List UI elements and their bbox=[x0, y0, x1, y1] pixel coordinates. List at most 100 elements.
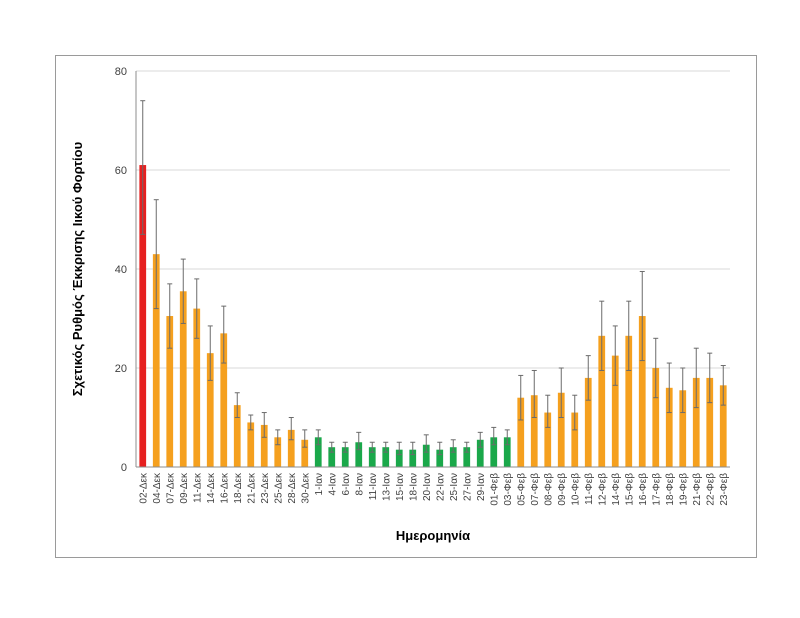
bar-10-Φεβ bbox=[571, 412, 579, 467]
x-tick-label-21-Δεκ: 21-Δεκ bbox=[246, 472, 257, 504]
x-tick-label-28-Δεκ: 28-Δεκ bbox=[287, 472, 298, 504]
x-tick-label-15-Ιαν: 15-Ιαν bbox=[395, 473, 406, 501]
x-tick-label-16-Δεκ: 16-Δεκ bbox=[219, 472, 230, 504]
x-tick-label-22-Ιαν: 22-Ιαν bbox=[435, 473, 446, 501]
x-tick-label-13-Ιαν: 13-Ιαν bbox=[381, 473, 392, 501]
bar-04-Δεκ bbox=[152, 254, 160, 467]
x-tick-label-03-Φεβ: 03-Φεβ bbox=[503, 473, 514, 506]
x-tick-label-25-Ιαν: 25-Ιαν bbox=[449, 473, 460, 501]
bar-25-Δεκ bbox=[274, 437, 282, 467]
x-tick-label-27-Ιαν: 27-Ιαν bbox=[462, 473, 473, 501]
bar-01-Φεβ bbox=[490, 437, 498, 467]
x-tick-label-18-Ιαν: 18-Ιαν bbox=[408, 473, 419, 501]
y-tick-label-0: 0 bbox=[121, 462, 127, 474]
bar-08-Φεβ bbox=[544, 412, 552, 467]
x-tick-label-15-Φεβ: 15-Φεβ bbox=[624, 473, 635, 506]
x-tick-label-11-Δεκ: 11-Δεκ bbox=[192, 472, 203, 503]
bar-16-Φεβ bbox=[638, 316, 646, 467]
x-tick-label-09-Φεβ: 09-Φεβ bbox=[557, 473, 568, 506]
bar-22-Φεβ bbox=[706, 377, 714, 467]
bar-18-Φεβ bbox=[665, 387, 673, 467]
x-tick-label-19-Φεβ: 19-Φεβ bbox=[678, 473, 689, 506]
x-tick-label-11-Ιαν: 11-Ιαν bbox=[368, 473, 379, 500]
bar-28-Δεκ bbox=[287, 429, 295, 467]
bar-23-Δεκ bbox=[260, 424, 268, 467]
x-axis-title: Ημερομηνία bbox=[396, 528, 470, 543]
x-tick-label-16-Φεβ: 16-Φεβ bbox=[638, 473, 649, 506]
bar-16-Δεκ bbox=[220, 333, 228, 467]
x-tick-label-18-Δεκ: 18-Δεκ bbox=[233, 472, 244, 504]
bar-09-Φεβ bbox=[557, 392, 565, 467]
bar-02-Δεκ bbox=[139, 165, 147, 468]
y-axis-ticks: 0 20 40 60 80 bbox=[115, 66, 127, 474]
x-tick-label-05-Φεβ: 05-Φεβ bbox=[516, 473, 527, 506]
bar-20-Ιαν bbox=[422, 444, 430, 467]
x-tick-label-23-Φεβ: 23-Φεβ bbox=[719, 473, 730, 506]
bars bbox=[139, 165, 727, 468]
x-tick-label-14-Φεβ: 14-Φεβ bbox=[611, 473, 622, 506]
bar-15-Φεβ bbox=[625, 335, 633, 467]
x-tick-label-20-Ιαν: 20-Ιαν bbox=[422, 473, 433, 501]
bar-27-Ιαν bbox=[463, 447, 471, 467]
x-axis-ticks: 02-Δεκ 04-Δεκ 07-Δεκ 09-Δεκ 11-Δεκ 14-Δεκ 16-Δ… bbox=[138, 472, 730, 506]
bar-11-Ιαν bbox=[368, 447, 376, 467]
x-tick-label-01-Φεβ: 01-Φεβ bbox=[489, 473, 500, 506]
x-tick-label-30-Δεκ: 30-Δεκ bbox=[300, 472, 311, 504]
x-tick-label-10-Φεβ: 10-Φεβ bbox=[570, 473, 581, 506]
x-tick-label-11-Φεβ: 11-Φεβ bbox=[584, 473, 595, 505]
y-tick-label-20: 20 bbox=[115, 363, 127, 375]
x-tick-label-12-Φεβ: 12-Φεβ bbox=[597, 473, 608, 506]
bar-23-Φεβ bbox=[719, 385, 727, 467]
bar-13-Ιαν bbox=[382, 447, 390, 467]
bar-4-Ιαν bbox=[328, 447, 336, 467]
x-tick-label-14-Δεκ: 14-Δεκ bbox=[206, 472, 217, 504]
y-tick-label-80: 80 bbox=[115, 66, 127, 78]
bar-8-Ιαν bbox=[355, 442, 363, 467]
y-tick-label-40: 40 bbox=[115, 264, 127, 276]
bar-03-Φεβ bbox=[503, 437, 511, 467]
x-tick-label-02-Δεκ: 02-Δεκ bbox=[138, 472, 149, 504]
y-axis-title: Σχετικός Ρυθμός Έκκρισης Ιικού Φορτίου bbox=[70, 141, 85, 396]
x-tick-label-29-Ιαν: 29-Ιαν bbox=[476, 473, 487, 501]
x-tick-label-07-Δεκ: 07-Δεκ bbox=[165, 472, 176, 504]
x-tick-label-18-Φεβ: 18-Φεβ bbox=[665, 473, 676, 506]
bar-09-Δεκ bbox=[179, 291, 187, 467]
bar-15-Ιαν bbox=[395, 449, 403, 467]
x-tick-label-4-Ιαν: 4-Ιαν bbox=[327, 473, 338, 495]
bar-21-Δεκ bbox=[247, 422, 255, 467]
bar-11-Δεκ bbox=[193, 308, 201, 467]
x-tick-label-8-Ιαν: 8-Ιαν bbox=[354, 473, 365, 495]
bar-05-Φεβ bbox=[517, 397, 525, 467]
chart-frame bbox=[55, 55, 757, 558]
bar-14-Δεκ bbox=[206, 353, 214, 467]
bar-14-Φεβ bbox=[611, 355, 619, 467]
x-tick-label-6-Ιαν: 6-Ιαν bbox=[341, 473, 352, 495]
bar-18-Δεκ bbox=[233, 405, 241, 467]
bar-07-Δεκ bbox=[166, 316, 174, 467]
x-tick-label-21-Φεβ: 21-Φεβ bbox=[692, 473, 703, 506]
error-bars bbox=[140, 100, 726, 456]
bar-17-Φεβ bbox=[652, 368, 660, 467]
x-tick-label-17-Φεβ: 17-Φεβ bbox=[651, 473, 662, 506]
x-tick-label-09-Δεκ: 09-Δεκ bbox=[179, 472, 190, 504]
bar-1-Ιαν bbox=[314, 437, 322, 467]
x-tick-label-22-Φεβ: 22-Φεβ bbox=[705, 473, 716, 506]
bar-30-Δεκ bbox=[301, 439, 309, 467]
bar-07-Φεβ bbox=[530, 395, 538, 467]
bar-29-Ιαν bbox=[476, 439, 484, 467]
x-tick-label-23-Δεκ: 23-Δεκ bbox=[260, 472, 271, 504]
bar-18-Ιαν bbox=[409, 449, 417, 467]
bar-6-Ιαν bbox=[341, 447, 349, 467]
bar-11-Φεβ bbox=[584, 377, 592, 467]
bar-21-Φεβ bbox=[692, 377, 700, 467]
x-tick-label-08-Φεβ: 08-Φεβ bbox=[543, 473, 554, 506]
bar-19-Φεβ bbox=[679, 390, 687, 467]
x-tick-label-25-Δεκ: 25-Δεκ bbox=[273, 472, 284, 504]
bar-12-Φεβ bbox=[598, 335, 606, 467]
x-tick-label-07-Φεβ: 07-Φεβ bbox=[530, 473, 541, 506]
bar-22-Ιαν bbox=[436, 449, 444, 467]
x-tick-label-04-Δεκ: 04-Δεκ bbox=[152, 472, 163, 504]
x-tick-label-1-Ιαν: 1-Ιαν bbox=[314, 473, 325, 495]
y-tick-label-60: 60 bbox=[115, 165, 127, 177]
